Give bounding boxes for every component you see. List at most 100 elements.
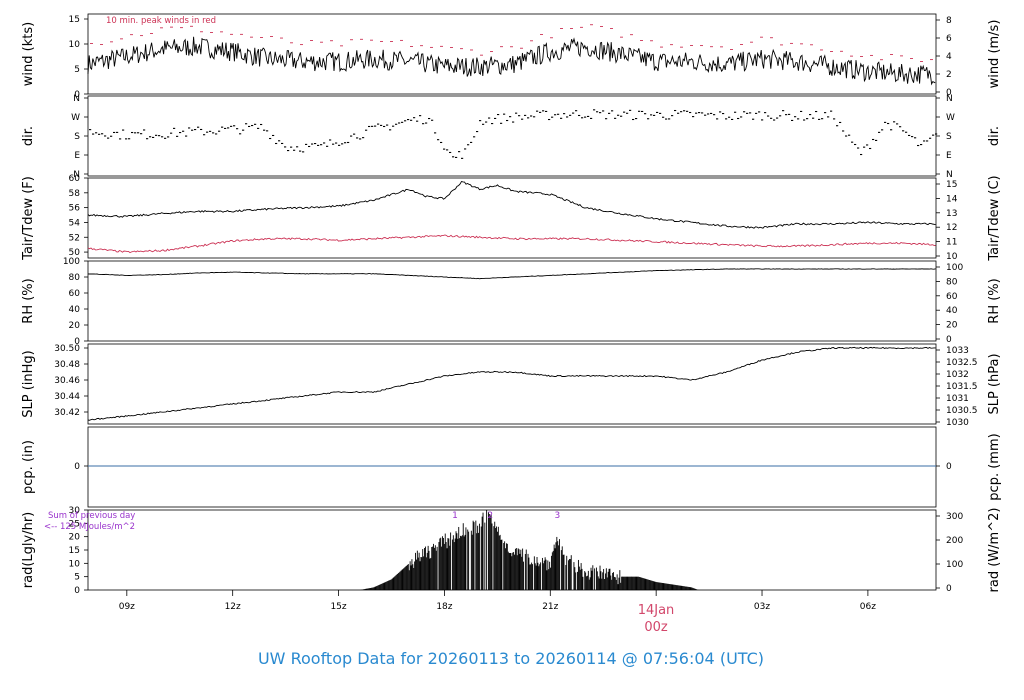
ytick-right-label: 60 [946, 292, 958, 302]
radiation-note-line1: Sum of previous day [48, 511, 135, 521]
ytick-left-label: 0 [74, 586, 80, 596]
ytick-left-label: 5 [74, 65, 80, 75]
ytick-right-label: 14 [946, 194, 958, 204]
dew_point_F-line [87, 234, 936, 254]
ytick-left-label: 0 [74, 337, 80, 347]
ylabel-right: pcp. (mm) [987, 433, 1002, 500]
x-tick-label: 12z [225, 602, 241, 612]
ytick-left-label: 25 [69, 519, 80, 529]
ytick-left-label: S [74, 132, 80, 142]
ytick-left-label: 0 [74, 462, 80, 472]
ylabel-right: wind (m/s) [987, 20, 1002, 89]
sea_level_pressure_inHg-line [87, 346, 936, 421]
air_temperature_F-line [87, 180, 936, 229]
ytick-left-label: 20 [69, 533, 81, 543]
ytick-right-label: 1031.5 [946, 382, 978, 392]
ylabel-left: rad(Lgly/hr) [21, 512, 36, 588]
x-tick-label: 18z [436, 602, 452, 612]
ytick-right-label: 200 [946, 536, 963, 546]
ytick-right-label: 0 [946, 335, 952, 345]
ytick-left-label: 30.48 [54, 360, 80, 370]
ytick-right-label: 4 [946, 52, 952, 62]
ytick-right-label: 100 [946, 560, 963, 570]
ytick-right-label: W [946, 113, 955, 123]
ytick-left-label: 100 [63, 257, 80, 267]
ytick-left-label: N [73, 94, 80, 104]
ylabel-right: RH (%) [987, 278, 1002, 323]
ytick-left-label: 50 [69, 248, 81, 258]
ylabel-right: Tair/Tdew (C) [987, 175, 1002, 261]
ytick-right-label: 8 [946, 16, 952, 26]
x-tick-label: 15z [330, 602, 346, 612]
ytick-left-label: 58 [69, 189, 81, 199]
chart-title: UW Rooftop Data for 20260113 to 20260114… [258, 649, 764, 668]
ytick-right-label: N [946, 94, 953, 104]
ytick-right-label: 0 [946, 584, 952, 594]
x-tick-label: 03z [754, 602, 770, 612]
x-tick-label: 06z [860, 602, 876, 612]
panel-rh: RH (%) RH (%) 0 20 40 60 80 100 0 20 40 60 80 100 [21, 257, 1002, 347]
radiation-note-line2: <-- 125 MJoules/m^2 [44, 522, 135, 532]
ylabel-right: SLP (hPa) [987, 353, 1002, 414]
ytick-right-label: 1030 [946, 418, 969, 428]
panel-radiation: rad(Lgly/hr) rad (W/m^2)05101520253001002… [21, 506, 1002, 596]
x-tick-label: 09z [119, 602, 135, 612]
ytick-right-label: 80 [946, 277, 958, 287]
panel-temperature: Tair/Tdew (F) Tair/Tdew (C) 50 52 54 56 58 60 10… [21, 174, 1002, 262]
panel-frame [87, 260, 937, 342]
date-label: 14Jan [638, 603, 675, 618]
panel-frame [87, 426, 937, 508]
ylabel-right: dir. [987, 126, 1002, 146]
ytick-left-label: E [74, 151, 80, 161]
ylabel-left: Tair/Tdew (F) [21, 176, 36, 261]
ytick-right-label: 10 [946, 252, 958, 262]
ytick-right-label: 100 [946, 263, 963, 273]
ytick-left-label: 10 [69, 559, 81, 569]
ylabel-left: wind (kts) [21, 22, 36, 86]
ytick-right-label: 300 [946, 512, 963, 522]
ytick-left-label: 60 [69, 174, 81, 184]
panel-frame [87, 177, 937, 259]
ytick-right-label: 12 [946, 223, 957, 233]
wind-speed-line [87, 36, 936, 86]
ytick-right-label: 1033 [946, 346, 969, 356]
relative_humidity_pct-line [87, 268, 936, 280]
ytick-right-label: 0 [946, 462, 952, 472]
ytick-left-label: 40 [69, 305, 81, 315]
ytick-left-label: 56 [69, 204, 81, 214]
ytick-left-label: 60 [69, 289, 81, 299]
radiation-peak-marker: 3 [554, 511, 560, 521]
ytick-right-label: 15 [946, 180, 957, 190]
ytick-left-label: 5 [74, 573, 80, 583]
ytick-left-label: 52 [69, 233, 80, 243]
ytick-right-label: N [946, 170, 953, 180]
ytick-left-label: W [71, 113, 80, 123]
ytick-right-label: 6 [946, 34, 952, 44]
ytick-right-label: 11 [946, 238, 957, 248]
ytick-left-label: 15 [69, 546, 80, 556]
x-tick-label: 21z [542, 602, 558, 612]
ytick-right-label: 1030.5 [946, 406, 978, 416]
panel-wind: wind (kts) wind (m/s) 0 5 10 15 0 2 4 6 8 10 min. p… [21, 13, 1002, 100]
ytick-left-label: 30.42 [54, 408, 80, 418]
ytick-left-label: N [73, 170, 80, 180]
ytick-left-label: 30.44 [54, 392, 80, 402]
ytick-left-label: 0 [74, 90, 80, 100]
ytick-right-label: S [946, 132, 952, 142]
panel-frame [87, 13, 937, 95]
time-axis: 09z 12z 15z 18z 21z 03z 06z [119, 590, 876, 612]
panel-frame [87, 343, 937, 425]
ytick-right-label: 1032.5 [946, 358, 978, 368]
ytick-left-label: 10 [69, 40, 81, 50]
wind-annotation: 10 min. peak winds in red [106, 16, 216, 26]
ytick-right-label: 0 [946, 88, 952, 98]
ytick-right-label: 13 [946, 209, 957, 219]
ytick-left-label: 15 [69, 15, 80, 25]
ytick-right-label: 1032 [946, 370, 969, 380]
panel-slp: SLP (inHg) SLP (hPa) 30.42 30.44 30.46 30.48 3… [21, 343, 1002, 428]
ytick-left-label: 54 [69, 218, 81, 228]
ylabel-left: RH (%) [21, 278, 36, 323]
